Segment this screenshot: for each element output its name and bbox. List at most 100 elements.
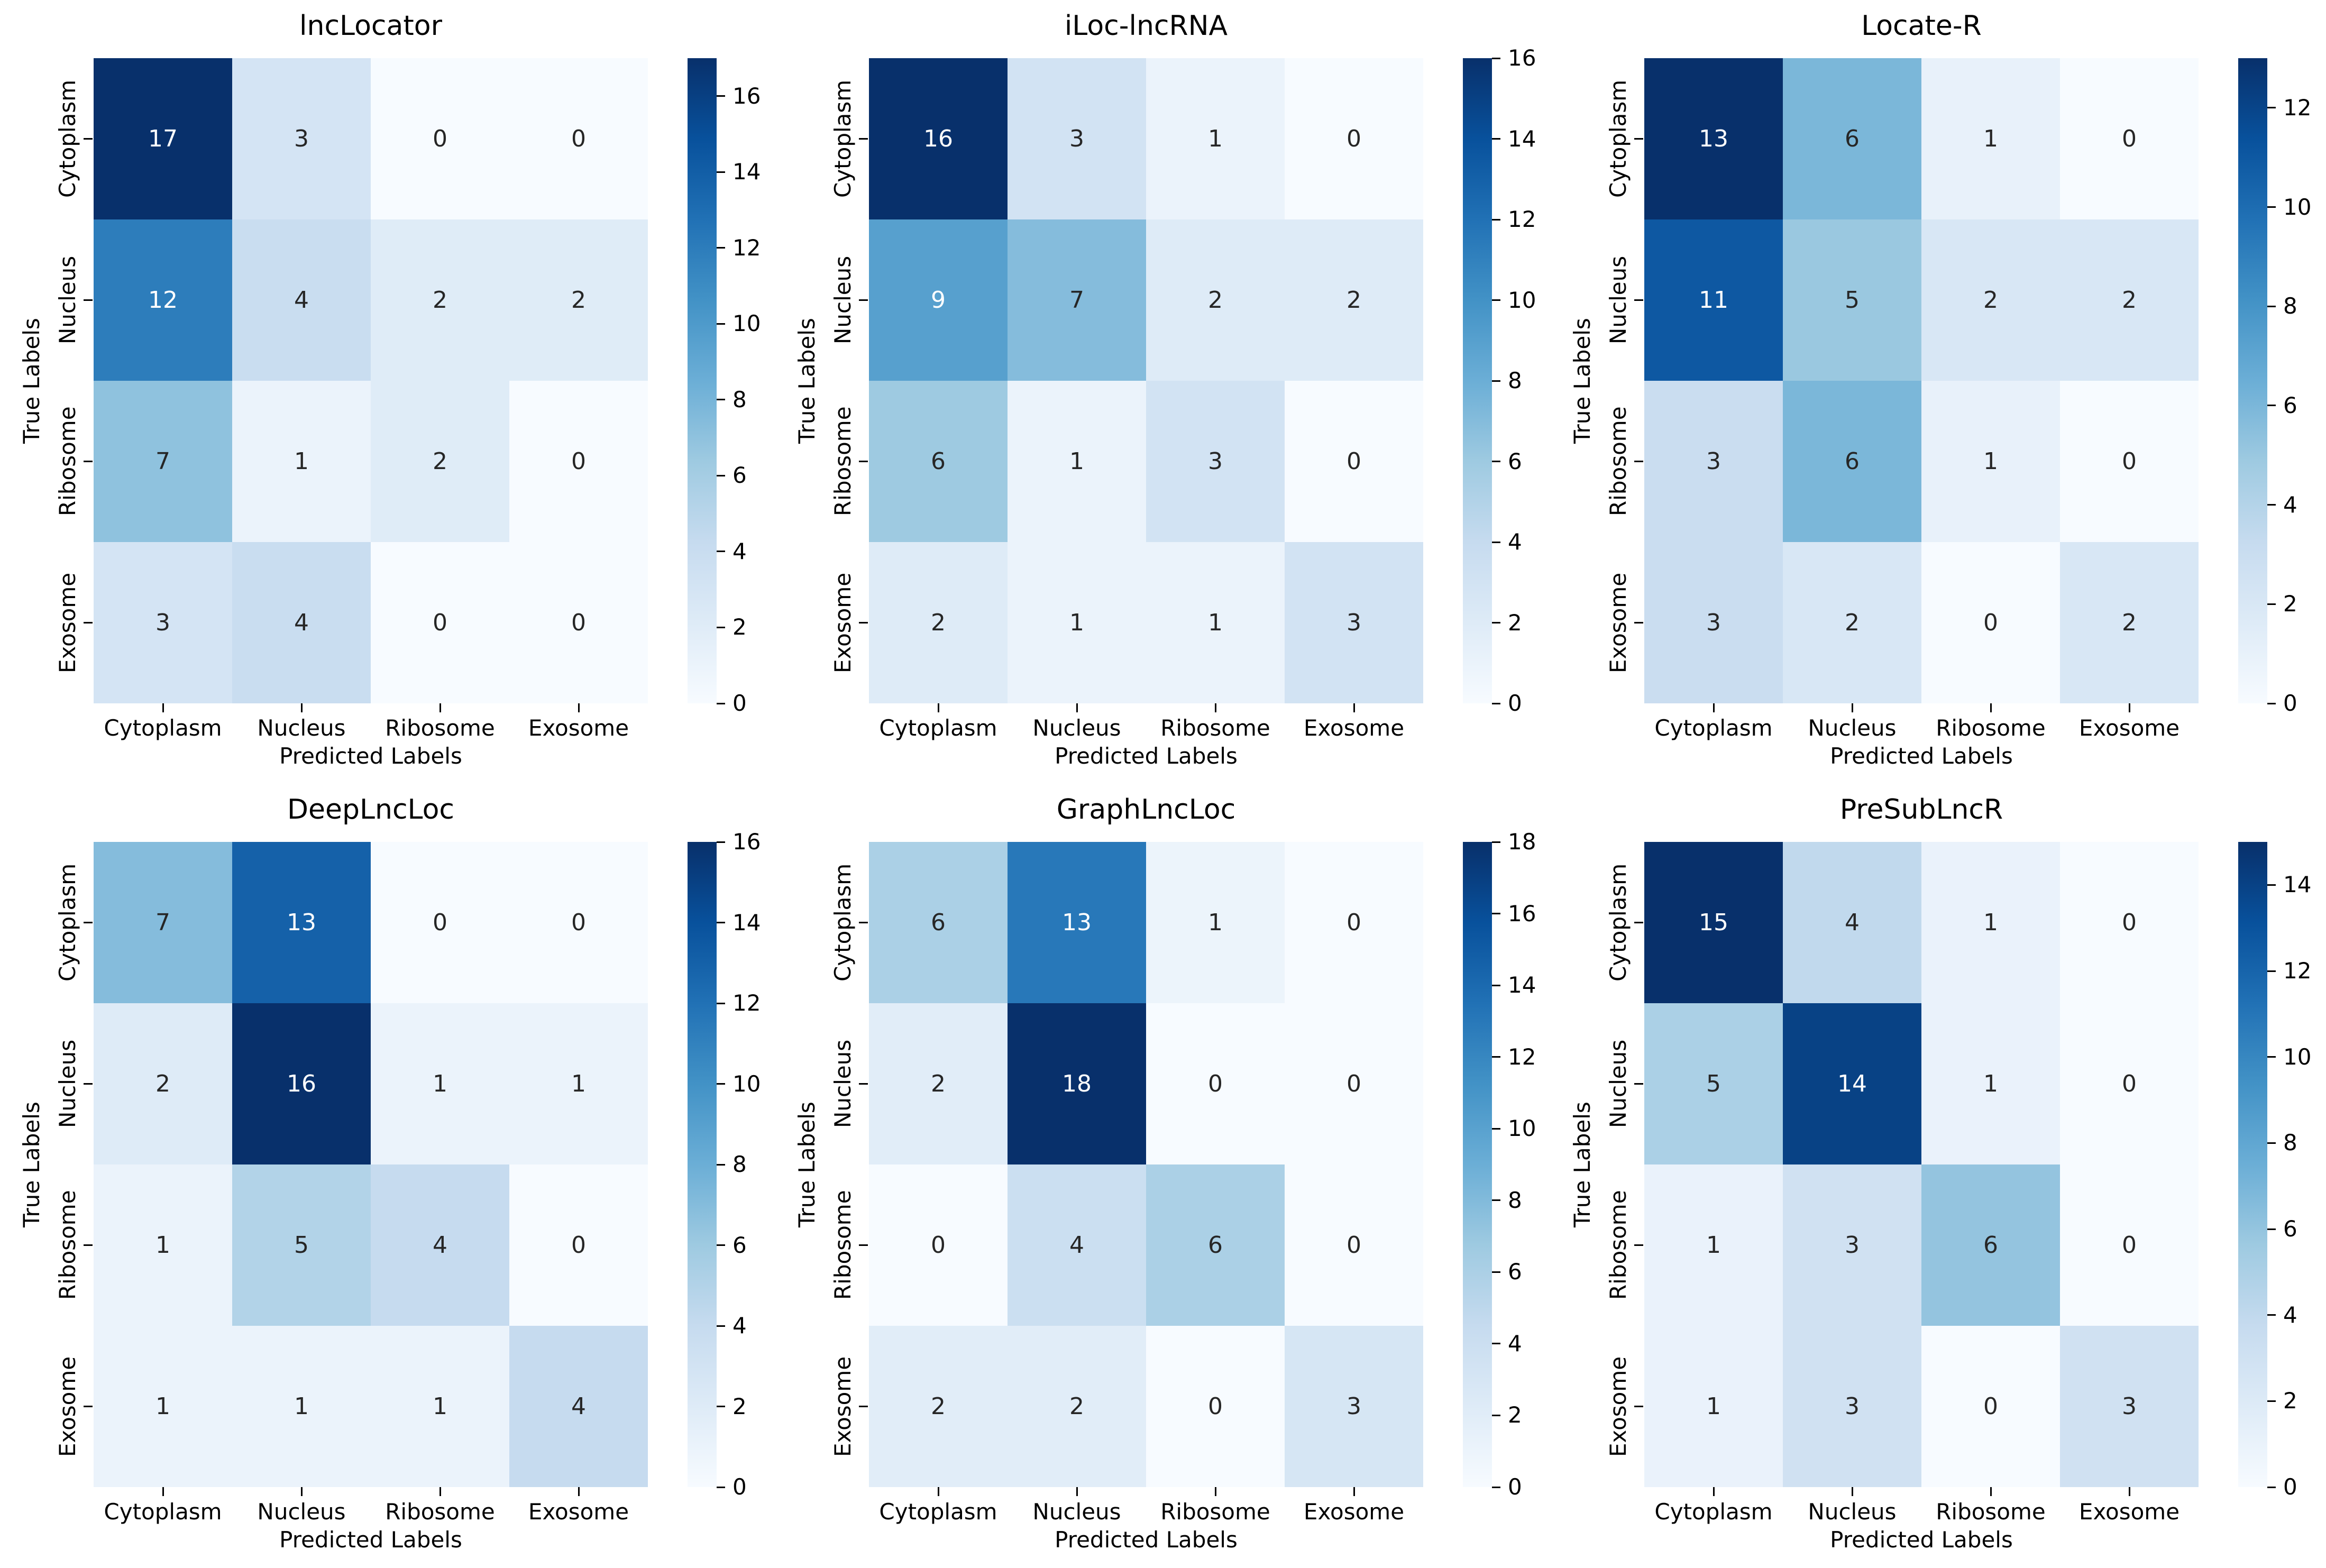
heatmap-cell: 1 — [1921, 381, 2060, 542]
y-tick-label: Exosome — [1605, 572, 1631, 673]
heatmap-cell-value: 0 — [1347, 1232, 1361, 1259]
heatmap-cell-value: 4 — [433, 1232, 447, 1259]
x-tick-label: Exosome — [2078, 1499, 2180, 1525]
colorbar-tick-label: 0 — [2283, 1474, 2297, 1500]
y-tick-label: Exosome — [1605, 1356, 1631, 1457]
heatmap-cell: 16 — [869, 58, 1008, 219]
y-tick-label: Ribosome — [830, 406, 856, 517]
heatmap-cell: 16 — [232, 1003, 371, 1164]
heatmap-cell-value: 13 — [1699, 125, 1728, 152]
heatmap-grid: 6 13 1 0 2 18 0 0 0 4 6 0 2 2 0 3 — [869, 842, 1423, 1487]
heatmap-cell-value: 9 — [931, 287, 946, 314]
heatmap-cell: 0 — [509, 58, 648, 219]
colorbar-tick-label: 6 — [732, 462, 747, 489]
heatmap-cell: 1 — [232, 1326, 371, 1487]
y-tick-label: Ribosome — [1605, 1190, 1631, 1300]
heatmap-cell: 17 — [94, 58, 232, 219]
y-tick-mark — [84, 138, 93, 140]
heatmap-cell: 15 — [1644, 842, 1783, 1003]
colorbar-tick-mark — [2267, 305, 2276, 307]
colorbar-tick-label: 10 — [732, 1070, 761, 1097]
x-tick-label: Ribosome — [385, 715, 495, 741]
heatmap-cell: 9 — [869, 219, 1008, 381]
colorbar-tick-label: 16 — [732, 829, 761, 855]
colorbar-tick-mark — [717, 1244, 725, 1246]
y-tick-mark — [1634, 138, 1643, 140]
x-tick-mark — [1713, 1487, 1715, 1496]
heatmap-cell: 2 — [2060, 542, 2199, 703]
colorbar-tick-mark — [717, 551, 725, 553]
heatmap-cell: 1 — [1921, 1003, 2060, 1164]
heatmap-cell-value: 2 — [1208, 287, 1223, 314]
colorbar-tick-mark — [2267, 1056, 2276, 1058]
y-tick-mark — [859, 1083, 868, 1085]
colorbar-tick-label: 14 — [732, 159, 761, 185]
x-tick-mark — [300, 703, 303, 712]
colorbar-tick-mark — [1492, 218, 1500, 221]
colorbar-tick-mark — [1492, 622, 1500, 623]
heatmap-cell: 1 — [94, 1164, 232, 1326]
heatmap-cell-value: 2 — [1069, 1393, 1084, 1420]
heatmap-cell-value: 3 — [1706, 609, 1721, 636]
colorbar-tick-mark — [1492, 380, 1500, 382]
heatmap-cell-value: 2 — [1845, 609, 1860, 636]
heatmap-cell-value: 0 — [1208, 1070, 1223, 1097]
heatmap-cell: 0 — [1921, 1326, 2060, 1487]
heatmap-cell: 1 — [232, 381, 371, 542]
chart-title: DeepLncLoc — [287, 794, 454, 826]
y-tick-label: Ribosome — [830, 1190, 856, 1300]
y-tick-mark — [84, 922, 93, 923]
heatmap-cell: 0 — [509, 542, 648, 703]
heatmap-cell: 0 — [1921, 542, 2060, 703]
colorbar — [688, 842, 717, 1487]
colorbar-tick-label: 10 — [2283, 1043, 2312, 1070]
colorbar-tick-mark — [717, 1083, 725, 1085]
heatmap-cell: 4 — [371, 1164, 509, 1326]
heatmap-cell: 14 — [1783, 1003, 1921, 1164]
y-tick-mark — [859, 622, 868, 623]
x-tick-mark — [937, 703, 939, 712]
heatmap-cell-value: 3 — [2122, 1393, 2137, 1420]
heatmap-cell: 0 — [1285, 381, 1423, 542]
heatmap-cell: 1 — [1921, 58, 2060, 219]
colorbar-tick-mark — [2267, 206, 2276, 208]
heatmap-cell: 3 — [1285, 542, 1423, 703]
heatmap-cell: 3 — [1783, 1164, 1921, 1326]
x-tick-label: Exosome — [528, 715, 629, 741]
colorbar-tick-mark — [2267, 1228, 2276, 1230]
heatmap-cell-value: 13 — [287, 909, 316, 936]
x-tick-label: Nucleus — [257, 1499, 346, 1525]
heatmap-cell-value: 6 — [1845, 125, 1860, 152]
colorbar-tick-label: 12 — [732, 234, 761, 261]
heatmap-cell: 0 — [1285, 1003, 1423, 1164]
x-tick-label: Cytoplasm — [1654, 1499, 1773, 1525]
heatmap-cell: 2 — [1783, 542, 1921, 703]
y-axis-label: True Labels — [794, 1102, 820, 1227]
heatmap-cell: 1 — [1644, 1164, 1783, 1326]
heatmap-cell-value: 2 — [1983, 287, 1998, 314]
heatmap-cell: 3 — [2060, 1326, 2199, 1487]
x-tick-mark — [1353, 1487, 1355, 1496]
heatmap-cell: 0 — [371, 842, 509, 1003]
colorbar-tick-mark — [1492, 1199, 1500, 1202]
y-tick-label: Exosome — [54, 1356, 80, 1457]
x-tick-label: Cytoplasm — [104, 1499, 222, 1525]
heatmap-cell-value: 0 — [2122, 1232, 2137, 1259]
heatmap-cell-value: 2 — [433, 448, 447, 475]
heatmap-cell-value: 3 — [1069, 125, 1084, 152]
heatmap-cell-value: 2 — [2122, 609, 2137, 636]
colorbar-tick-mark — [2267, 970, 2276, 972]
heatmap-cell-value: 15 — [1699, 909, 1728, 936]
x-tick-mark — [1713, 703, 1715, 712]
heatmap-cell: 5 — [1644, 1003, 1783, 1164]
colorbar-tick-mark — [1492, 541, 1500, 543]
colorbar — [2238, 842, 2267, 1487]
x-tick-label: Ribosome — [385, 1499, 495, 1525]
heatmap-cell: 3 — [1783, 1326, 1921, 1487]
colorbar-tick-mark — [2267, 1142, 2276, 1144]
colorbar — [2238, 58, 2267, 703]
heatmap-panel-iloc-lncrna: iLoc-lncRNA True Labels 16 3 1 0 9 7 2 2 6 1 3 0 2 1 1… — [775, 0, 1551, 784]
colorbar-tick-mark — [717, 1486, 725, 1488]
colorbar-tick-label: 12 — [732, 990, 761, 1016]
heatmap-cell-value: 3 — [155, 609, 170, 636]
